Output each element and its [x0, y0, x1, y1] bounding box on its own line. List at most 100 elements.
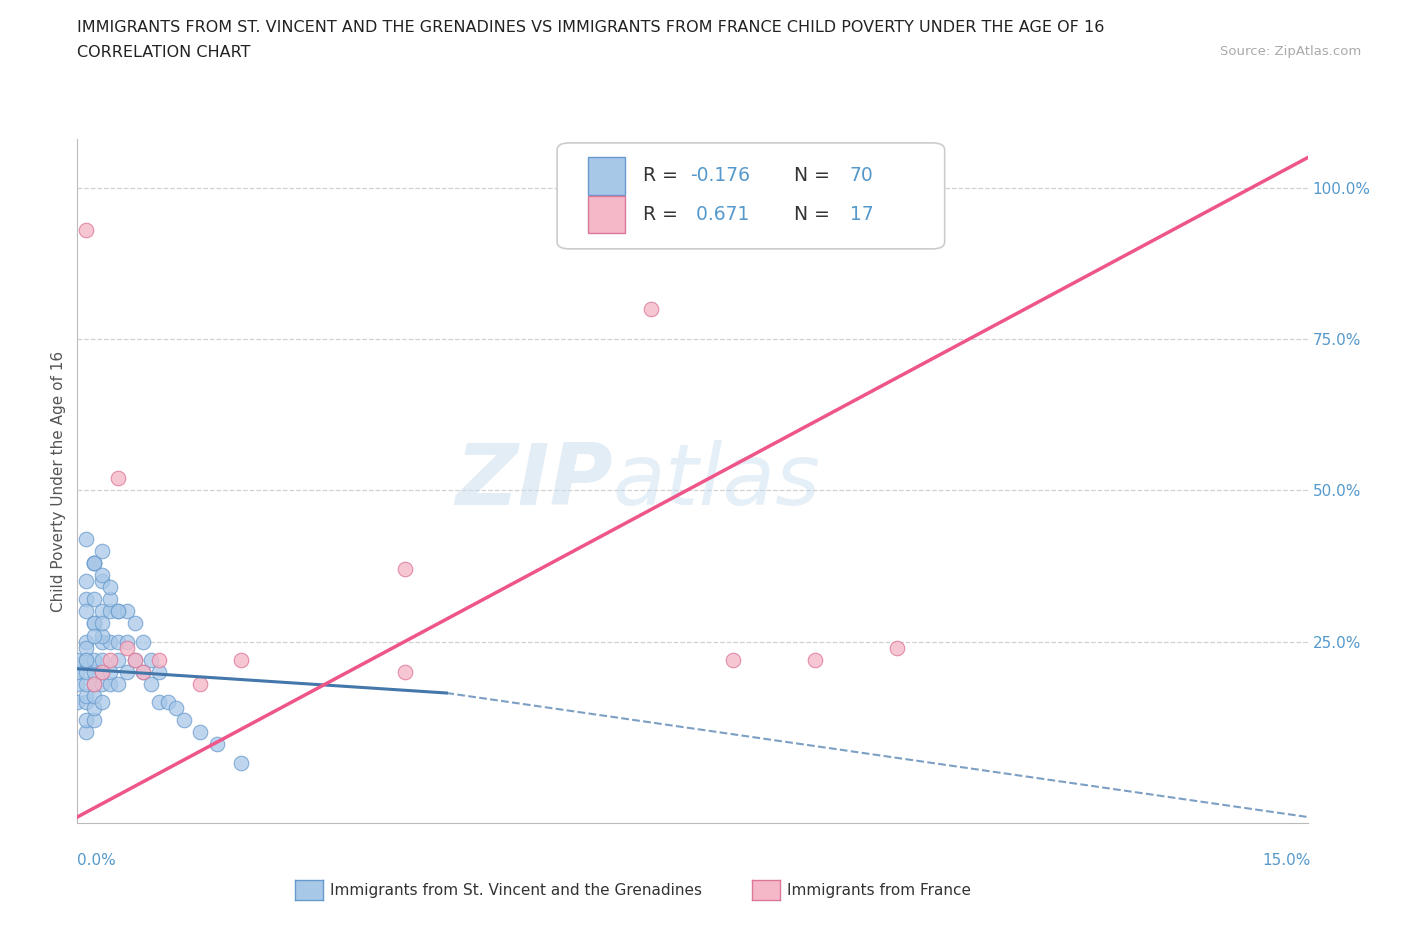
Point — [124, 652, 146, 667]
Point — [83, 676, 105, 691]
Point — [90, 574, 114, 589]
Point — [132, 634, 155, 649]
Point — [886, 640, 908, 655]
Point — [148, 695, 170, 710]
Point — [90, 652, 114, 667]
Point — [75, 640, 97, 655]
Point — [98, 591, 121, 606]
Text: atlas: atlas — [613, 440, 821, 523]
Point — [83, 676, 105, 691]
Point — [188, 724, 212, 739]
Point — [90, 634, 114, 649]
Point — [83, 712, 105, 727]
Point — [165, 700, 187, 715]
Point — [90, 664, 114, 679]
Point — [98, 634, 121, 649]
Point — [66, 695, 89, 710]
Point — [83, 688, 105, 703]
Point — [90, 664, 114, 679]
Text: N =: N = — [782, 166, 837, 185]
Text: ZIP: ZIP — [456, 440, 613, 523]
Point — [83, 616, 105, 631]
Point — [115, 664, 138, 679]
Point — [83, 591, 105, 606]
Point — [107, 471, 129, 485]
Point — [75, 664, 97, 679]
Point — [83, 700, 105, 715]
Point — [83, 652, 105, 667]
FancyBboxPatch shape — [588, 196, 624, 233]
Point — [66, 664, 89, 679]
Text: Source: ZipAtlas.com: Source: ZipAtlas.com — [1220, 45, 1361, 58]
Point — [83, 628, 105, 643]
Point — [115, 640, 138, 655]
Text: 70: 70 — [851, 166, 873, 185]
Point — [83, 616, 105, 631]
Point — [66, 676, 89, 691]
Point — [394, 664, 416, 679]
Point — [98, 664, 121, 679]
Point — [148, 652, 170, 667]
Point — [90, 616, 114, 631]
Point — [188, 676, 212, 691]
Point — [107, 634, 129, 649]
Point — [75, 531, 97, 546]
Text: N =: N = — [782, 206, 837, 224]
Point — [115, 634, 138, 649]
Text: R =: R = — [644, 206, 685, 224]
Point — [83, 664, 105, 679]
Point — [75, 634, 97, 649]
Text: 15.0%: 15.0% — [1263, 853, 1310, 868]
Point — [98, 579, 121, 594]
Point — [75, 591, 97, 606]
Point — [75, 724, 97, 739]
Text: 17: 17 — [851, 206, 873, 224]
Point — [107, 676, 129, 691]
Text: CORRELATION CHART: CORRELATION CHART — [77, 45, 250, 60]
Point — [90, 543, 114, 558]
Point — [98, 652, 121, 667]
Point — [148, 664, 170, 679]
Point — [141, 676, 163, 691]
Point — [804, 652, 827, 667]
Point — [75, 652, 97, 667]
Point — [132, 664, 155, 679]
FancyBboxPatch shape — [588, 157, 624, 194]
Point — [132, 664, 155, 679]
Point — [205, 737, 228, 751]
Point — [231, 652, 253, 667]
Point — [75, 688, 97, 703]
Point — [83, 555, 105, 570]
Point — [156, 695, 179, 710]
Text: Immigrants from France: Immigrants from France — [787, 883, 972, 897]
Point — [141, 652, 163, 667]
Point — [98, 604, 121, 618]
Point — [83, 555, 105, 570]
Text: Immigrants from St. Vincent and the Grenadines: Immigrants from St. Vincent and the Gren… — [330, 883, 703, 897]
Y-axis label: Child Poverty Under the Age of 16: Child Poverty Under the Age of 16 — [51, 351, 66, 612]
Point — [394, 562, 416, 577]
Text: IMMIGRANTS FROM ST. VINCENT AND THE GRENADINES VS IMMIGRANTS FROM FRANCE CHILD P: IMMIGRANTS FROM ST. VINCENT AND THE GREN… — [77, 20, 1105, 35]
Point — [90, 567, 114, 582]
Text: 0.0%: 0.0% — [77, 853, 117, 868]
Point — [231, 755, 253, 770]
Text: -0.176: -0.176 — [690, 166, 749, 185]
Text: 0.671: 0.671 — [690, 206, 749, 224]
Point — [90, 676, 114, 691]
Point — [115, 604, 138, 618]
Point — [124, 616, 146, 631]
Point — [107, 652, 129, 667]
Text: R =: R = — [644, 166, 685, 185]
Point — [75, 652, 97, 667]
Point — [83, 555, 105, 570]
Point — [75, 574, 97, 589]
Point — [723, 652, 745, 667]
Point — [90, 604, 114, 618]
Point — [90, 695, 114, 710]
Point — [75, 676, 97, 691]
FancyBboxPatch shape — [557, 143, 945, 249]
Point — [90, 628, 114, 643]
Point — [124, 652, 146, 667]
Point — [640, 301, 662, 316]
Point — [75, 604, 97, 618]
